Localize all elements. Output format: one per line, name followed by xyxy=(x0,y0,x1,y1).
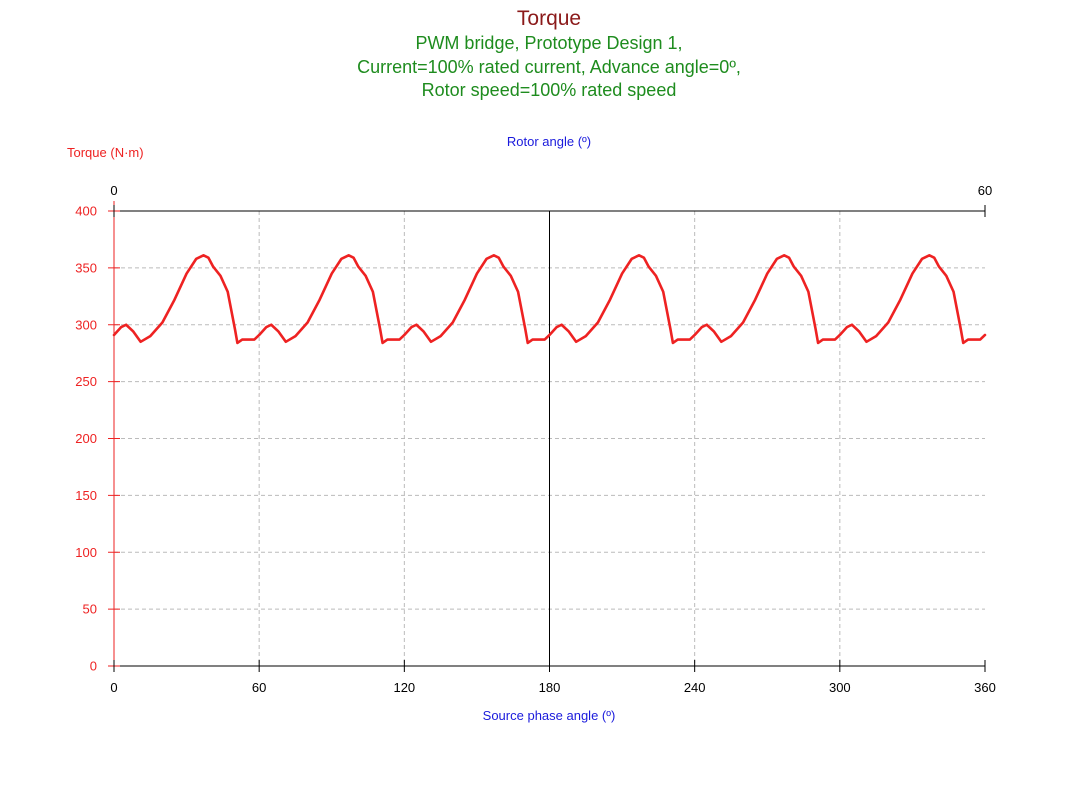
y-tick-label-400: 400 xyxy=(75,204,97,219)
y-tick-label-150: 150 xyxy=(75,488,97,503)
x-tick-label-240: 240 xyxy=(684,680,706,695)
top-axis-label: Rotor angle (º) xyxy=(507,134,591,149)
x-axis-label: Source phase angle (º) xyxy=(483,708,616,723)
x-tick-label-180: 180 xyxy=(539,680,561,695)
y-tick-label-250: 250 xyxy=(75,374,97,389)
y-axis-label: Torque (N·m) xyxy=(67,145,144,160)
x-tick-label-120: 120 xyxy=(393,680,415,695)
series-layer xyxy=(112,254,987,345)
chart-header: Torque PWM bridge, Prototype Design 1, C… xyxy=(0,6,1077,103)
x-tick-label-60: 60 xyxy=(252,680,266,695)
chart-title: Torque xyxy=(516,7,582,30)
x2-tick-label-60: 60 xyxy=(978,183,992,198)
x-tick-label-0: 0 xyxy=(110,680,117,695)
y-tick-label-50: 50 xyxy=(83,602,97,617)
chart-subtitle-line-2: Current=100% rated current, Advance angl… xyxy=(357,56,741,77)
y-tick-label-200: 200 xyxy=(75,431,97,446)
chart-subtitle-line-3: Rotor speed=100% rated speed xyxy=(421,80,677,100)
y-tick-label-0: 0 xyxy=(90,659,97,674)
chart-subtitle-line-1: PWM bridge, Prototype Design 1, xyxy=(415,33,683,53)
y-tick-label-350: 350 xyxy=(75,260,97,275)
x-tick-label-360: 360 xyxy=(974,680,996,695)
torque-series-line xyxy=(112,254,987,345)
y-tick-label-300: 300 xyxy=(75,317,97,332)
y-tick-label-100: 100 xyxy=(75,545,97,560)
axis-ticks: 0 50 100 150 200 250 300 350 400 0 60 120 180 240 300 3… xyxy=(75,183,996,695)
plot-frame xyxy=(113,201,985,672)
x2-tick-label-0: 0 xyxy=(110,183,117,198)
x-tick-label-300: 300 xyxy=(829,680,851,695)
